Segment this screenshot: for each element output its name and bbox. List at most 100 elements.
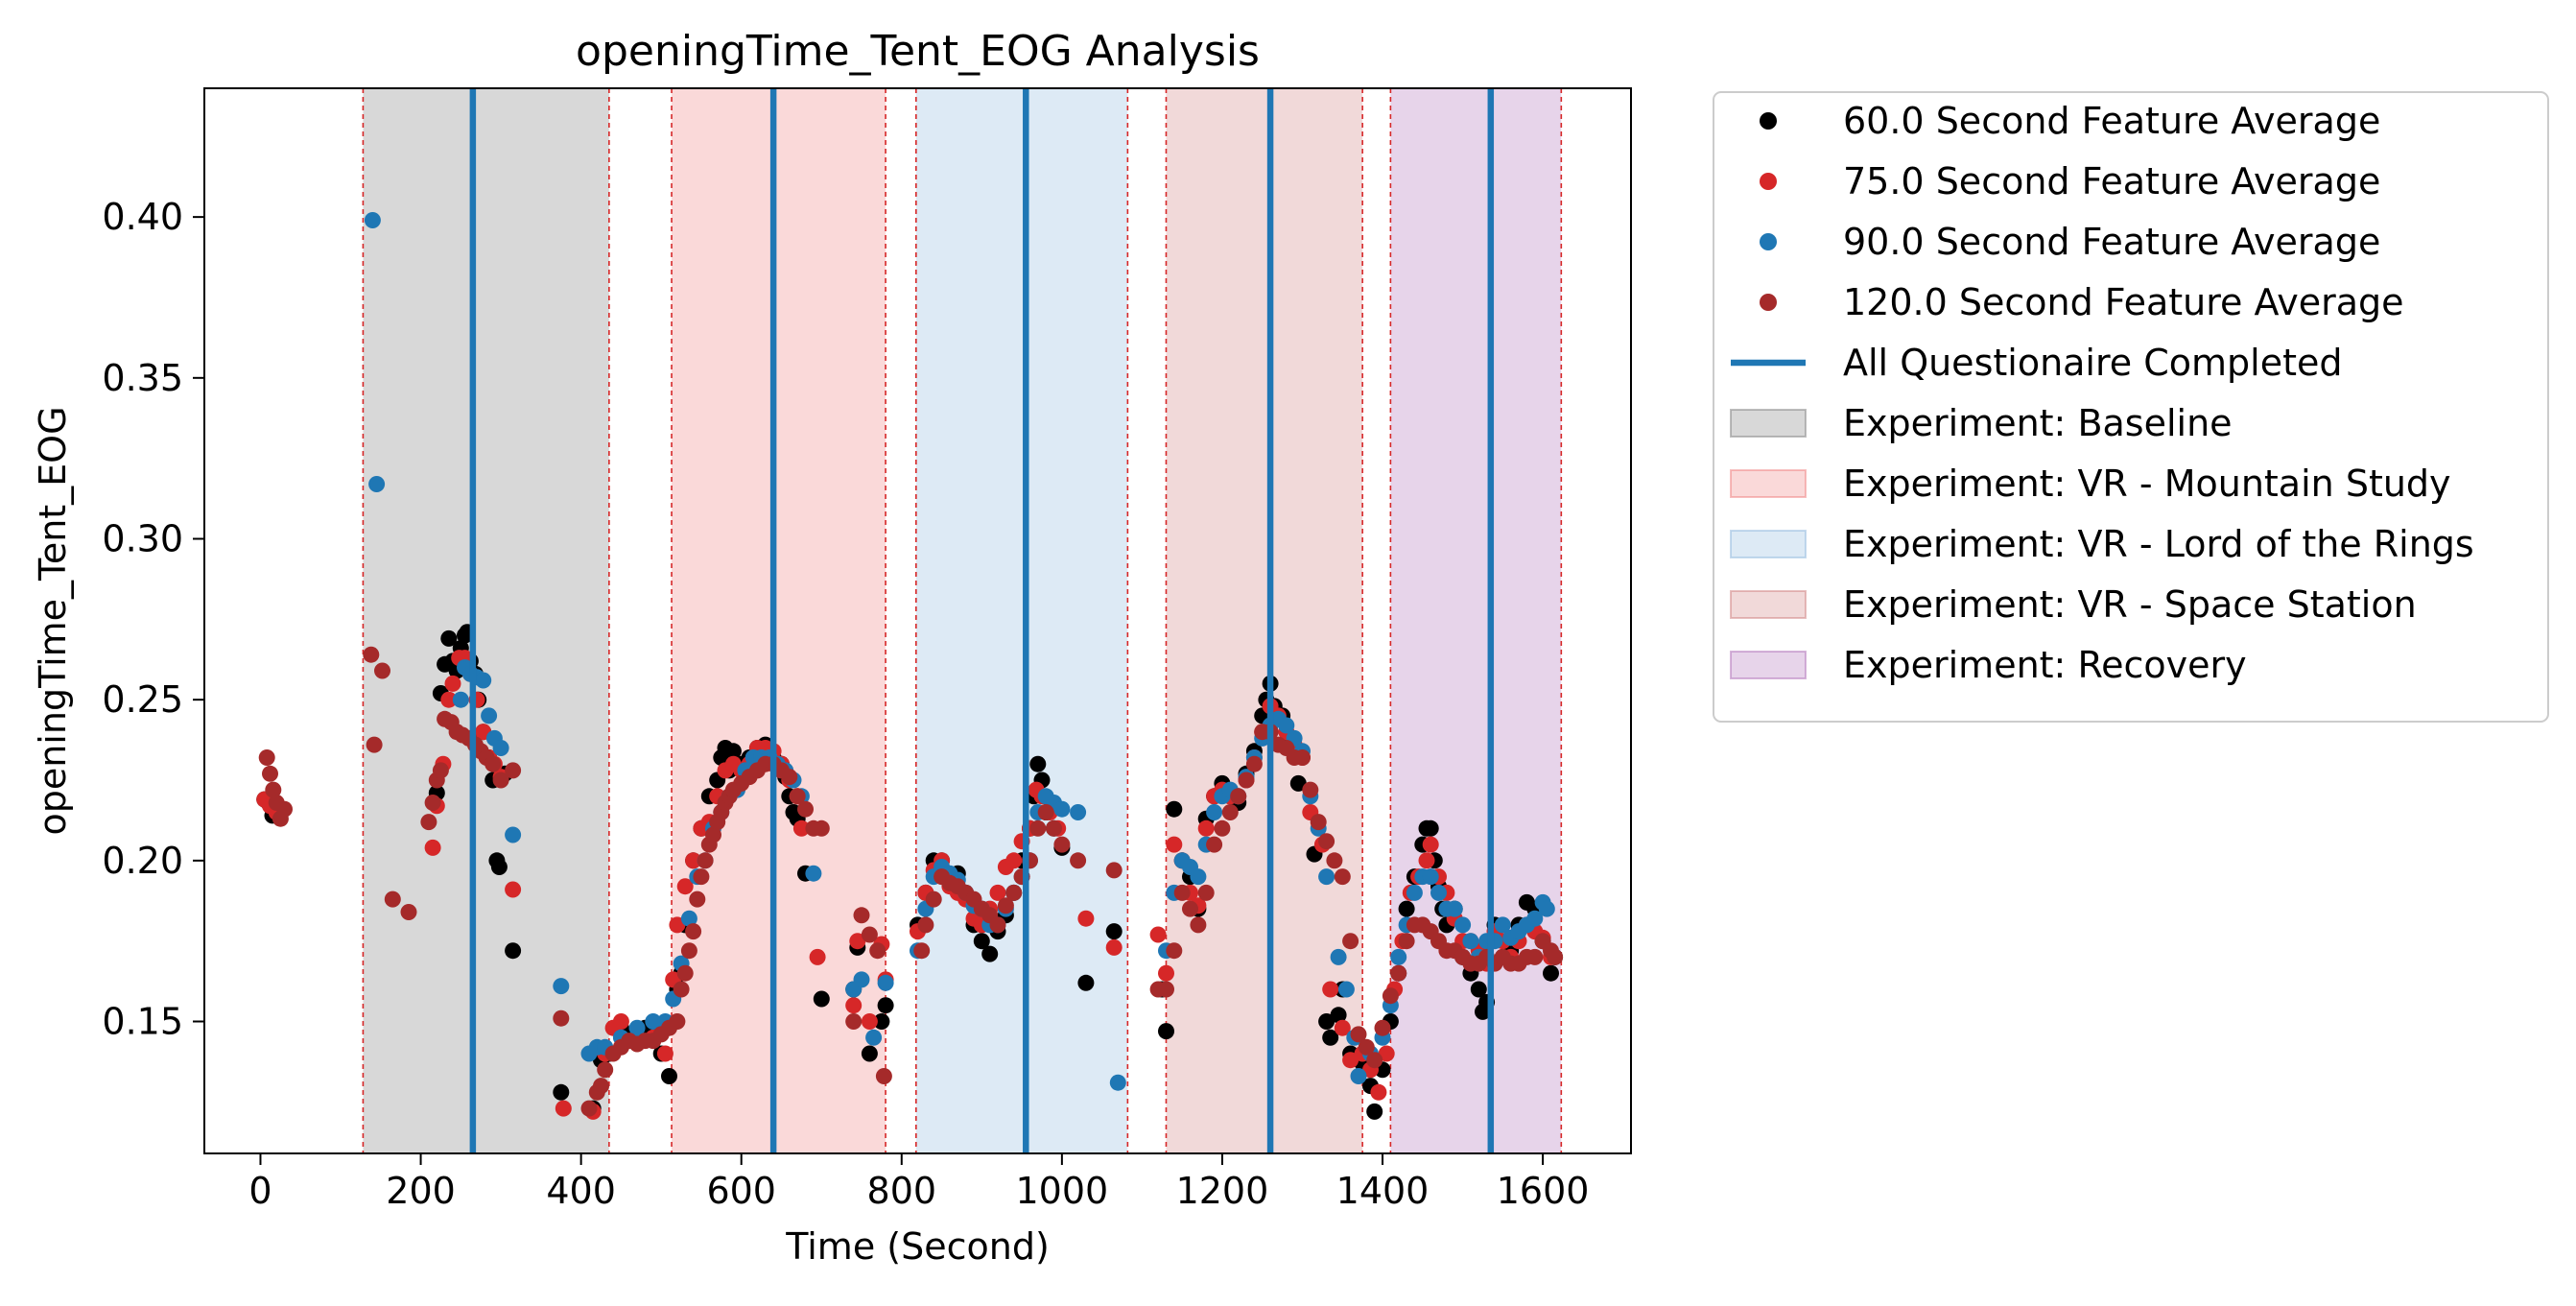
plot-frame: [203, 87, 1632, 1154]
y-tick-label: 0.25: [102, 678, 183, 721]
data-point: [505, 881, 522, 898]
data-point: [845, 1013, 863, 1030]
data-point: [1197, 819, 1215, 837]
data-point: [1322, 1029, 1339, 1046]
data-point: [676, 878, 694, 895]
data-point: [1390, 964, 1407, 982]
data-point: [705, 826, 721, 843]
phase-region-3: [1166, 88, 1363, 1153]
x-tick-label: 800: [867, 1170, 937, 1212]
legend-patch: [1730, 409, 1807, 438]
data-point: [685, 852, 702, 869]
data-point: [1173, 884, 1191, 901]
data-point: [853, 971, 870, 988]
y-tick-label: 0.20: [102, 840, 183, 882]
data-point: [1294, 749, 1311, 766]
data-point: [1105, 938, 1123, 956]
data-point: [628, 1019, 646, 1036]
data-point: [973, 933, 990, 950]
data-point: [1289, 774, 1307, 792]
legend-marker: [1760, 173, 1777, 190]
data-point: [374, 662, 390, 679]
questionnaire-lines: [469, 88, 1495, 1153]
legend-patch: [1730, 530, 1807, 558]
data-point: [1366, 1103, 1383, 1120]
data-point: [420, 814, 437, 831]
data-point: [580, 1100, 598, 1117]
data-point: [1462, 933, 1479, 950]
data-point: [1378, 1045, 1395, 1062]
legend-marker: [1760, 112, 1777, 130]
data-point: [1543, 964, 1559, 982]
x-tick-label: 200: [386, 1170, 456, 1212]
data-point: [865, 1029, 883, 1046]
data-point: [424, 839, 441, 856]
data-point: [1318, 868, 1335, 886]
data-point: [697, 852, 714, 869]
phase-boundary-lines: [362, 88, 1563, 1153]
data-point: [1398, 933, 1415, 950]
data-point: [1526, 948, 1544, 965]
data-point: [813, 819, 830, 837]
legend-entry: All Questionaire Completed: [1731, 342, 2343, 384]
data-point: [505, 942, 522, 960]
data-point: [1326, 852, 1343, 869]
data-point: [612, 1013, 629, 1030]
data-point: [1206, 836, 1223, 853]
data-point: [1053, 800, 1071, 818]
data-point: [400, 904, 417, 920]
data-point: [1422, 868, 1439, 886]
data-point: [869, 942, 886, 960]
y-axis-label: openingTime_Tent_EOG: [32, 406, 74, 835]
data-point: [440, 691, 458, 708]
data-point: [1470, 981, 1487, 998]
data-point: [505, 762, 522, 779]
data-point: [1158, 1023, 1174, 1040]
legend-entry: 75.0 Second Feature Average: [1760, 160, 2380, 202]
legend-label: Experiment: VR - Mountain Study: [1843, 463, 2451, 505]
data-point: [1454, 916, 1472, 934]
data-point: [669, 916, 686, 934]
data-point: [444, 675, 461, 692]
data-point: [1046, 819, 1062, 837]
data-point: [1109, 1074, 1126, 1091]
legend-patch: [1730, 651, 1807, 679]
data-point: [877, 974, 894, 991]
data-point: [276, 800, 293, 818]
phase-region-0: [363, 88, 609, 1153]
data-point: [981, 945, 999, 962]
data-point: [1382, 987, 1399, 1005]
data-point: [645, 1013, 662, 1030]
data-point: [917, 916, 934, 934]
data-point: [452, 691, 469, 708]
phase-region-1: [672, 88, 886, 1153]
data-point: [1214, 819, 1231, 837]
x-tick-label: 1400: [1336, 1170, 1430, 1212]
data-point: [997, 897, 1014, 914]
data-point: [424, 795, 441, 811]
phase-regions: [363, 88, 1562, 1153]
legend-entry: Experiment: VR - Mountain Study: [1730, 463, 2451, 505]
legend-patch: [1730, 590, 1807, 619]
data-point: [1278, 717, 1295, 734]
legend-entry: Experiment: VR - Space Station: [1730, 583, 2417, 626]
data-point: [1422, 819, 1439, 837]
legend-label: 60.0 Second Feature Average: [1843, 100, 2380, 142]
data-point: [1197, 884, 1215, 901]
data-point: [845, 997, 863, 1014]
data-point: [853, 907, 870, 924]
legend-label: Experiment: VR - Space Station: [1843, 583, 2417, 626]
y-tick-label: 0.30: [102, 517, 183, 559]
data-point: [989, 916, 1006, 934]
data-point: [440, 629, 458, 647]
data-point: [1206, 804, 1223, 820]
data-point: [724, 743, 742, 760]
data-point: [1334, 868, 1351, 886]
chart-title: openingTime_Tent_EOG Analysis: [576, 27, 1260, 76]
data-point: [475, 672, 492, 689]
legend-label: Experiment: VR - Lord of the Rings: [1843, 523, 2474, 565]
data-point: [680, 942, 697, 960]
data-point: [656, 1045, 674, 1062]
legend-entry: Experiment: Recovery: [1730, 644, 2247, 686]
